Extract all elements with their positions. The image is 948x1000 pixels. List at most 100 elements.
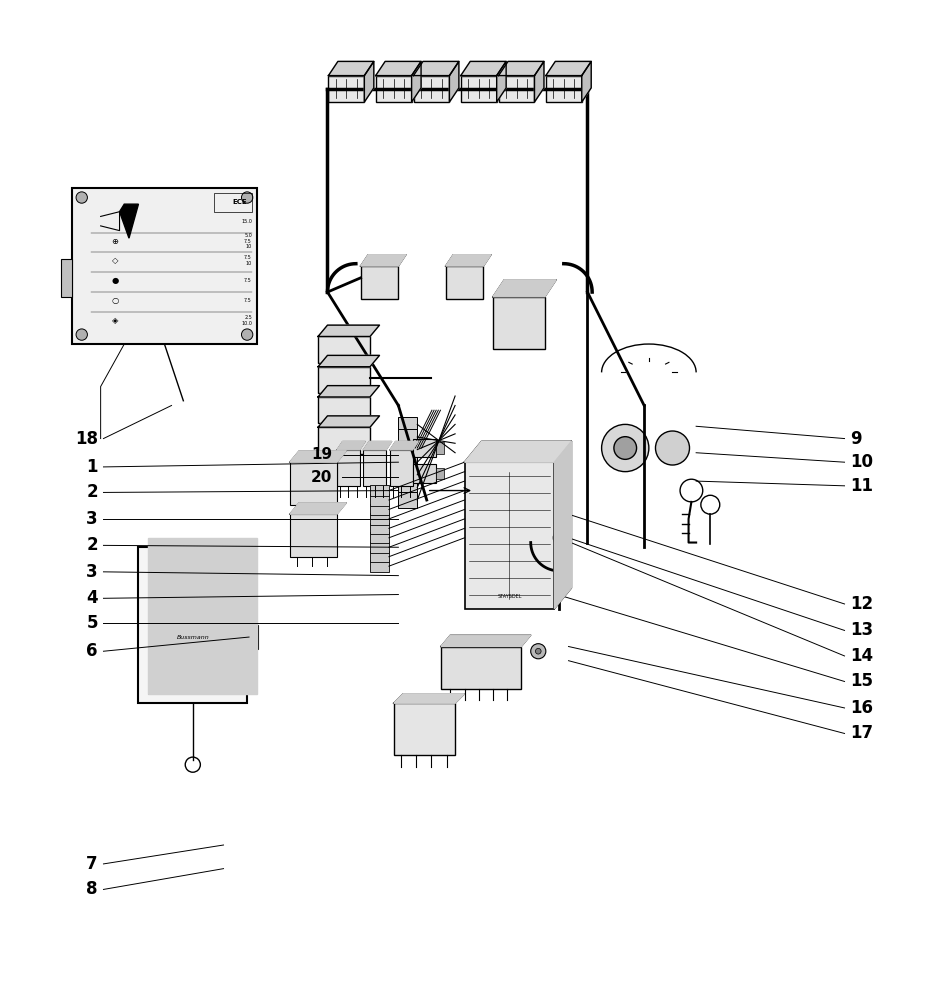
Text: ◇: ◇ [112, 256, 118, 265]
Bar [398, 492, 417, 508]
Text: 10: 10 [850, 453, 873, 471]
Text: 12: 12 [850, 595, 873, 613]
Text: 17: 17 [850, 724, 873, 742]
Circle shape [556, 509, 572, 524]
Bar [247, 625, 259, 649]
Circle shape [242, 192, 253, 203]
Bar [370, 485, 389, 496]
Bar [441, 647, 521, 689]
Polygon shape [441, 635, 531, 647]
Text: 3: 3 [86, 563, 98, 581]
Bar [148, 595, 238, 694]
Circle shape [76, 192, 87, 203]
Bar [375, 76, 411, 102]
Bar [413, 76, 449, 102]
Text: 5.0
7.5
10: 5.0 7.5 10 [245, 233, 252, 249]
Bar [318, 397, 370, 423]
Text: ◈: ◈ [112, 316, 118, 325]
Text: 11: 11 [850, 477, 873, 495]
Text: 3: 3 [86, 510, 98, 528]
Bar [370, 523, 389, 534]
Text: 7.5
10: 7.5 10 [245, 255, 252, 266]
Bar [61, 259, 72, 297]
Bar [461, 76, 497, 102]
Polygon shape [318, 386, 379, 397]
Bar [290, 514, 337, 557]
Bar [398, 455, 417, 470]
Text: Bussmann: Bussmann [176, 635, 210, 640]
Bar [398, 442, 417, 457]
Text: 15.0: 15.0 [241, 219, 252, 224]
Bar [138, 547, 247, 703]
Polygon shape [546, 61, 592, 76]
Circle shape [536, 648, 541, 654]
Polygon shape [363, 441, 392, 450]
Bar [290, 462, 337, 505]
Circle shape [602, 424, 648, 472]
Text: 9: 9 [850, 430, 862, 448]
Polygon shape [337, 441, 365, 450]
Polygon shape [290, 503, 346, 514]
Text: 19: 19 [311, 447, 332, 462]
Bar [370, 504, 389, 515]
Bar [446, 266, 483, 299]
Bar [398, 417, 417, 432]
Polygon shape [148, 538, 257, 694]
Polygon shape [465, 441, 572, 462]
Polygon shape [318, 355, 379, 367]
Polygon shape [535, 61, 544, 102]
Bar [436, 468, 444, 479]
Bar [370, 513, 389, 525]
Polygon shape [461, 61, 506, 76]
Bar [493, 297, 545, 349]
Bar [370, 532, 389, 543]
Circle shape [242, 329, 253, 340]
Circle shape [614, 437, 636, 459]
Bar [72, 188, 257, 344]
Circle shape [561, 513, 567, 519]
Text: 7.5: 7.5 [245, 298, 252, 303]
Bar [412, 464, 436, 483]
Text: 4: 4 [86, 589, 98, 607]
Bar [360, 266, 398, 299]
Bar [318, 427, 370, 454]
Polygon shape [328, 61, 374, 76]
Circle shape [558, 535, 564, 541]
Bar [363, 450, 386, 486]
Bar [318, 336, 370, 363]
Circle shape [655, 431, 689, 465]
Text: ECE: ECE [232, 199, 247, 205]
Polygon shape [360, 255, 406, 266]
Polygon shape [290, 451, 346, 462]
Text: 6: 6 [86, 642, 98, 660]
Polygon shape [499, 61, 544, 76]
Polygon shape [318, 325, 379, 336]
Bar [398, 429, 417, 445]
Polygon shape [364, 61, 374, 102]
Text: 1: 1 [86, 458, 98, 476]
Text: 20: 20 [311, 470, 332, 485]
Polygon shape [390, 441, 418, 450]
Text: 2.5
10.0: 2.5 10.0 [241, 315, 252, 326]
Bar [465, 462, 555, 609]
Bar [337, 450, 359, 486]
Text: 2: 2 [86, 483, 98, 501]
Polygon shape [446, 255, 491, 266]
Bar [412, 439, 436, 457]
Circle shape [76, 329, 87, 340]
Polygon shape [411, 61, 421, 102]
Bar [398, 480, 417, 495]
Text: ⊕: ⊕ [111, 237, 118, 246]
Polygon shape [555, 441, 572, 609]
Bar [370, 494, 389, 506]
Bar [398, 467, 417, 482]
Bar [318, 367, 370, 393]
Polygon shape [119, 204, 138, 238]
Bar [370, 551, 389, 562]
Bar [546, 76, 582, 102]
Text: 16: 16 [850, 699, 873, 717]
Polygon shape [449, 61, 459, 102]
Text: 7.5: 7.5 [245, 278, 252, 283]
Text: 7: 7 [86, 855, 98, 873]
Polygon shape [393, 694, 465, 703]
